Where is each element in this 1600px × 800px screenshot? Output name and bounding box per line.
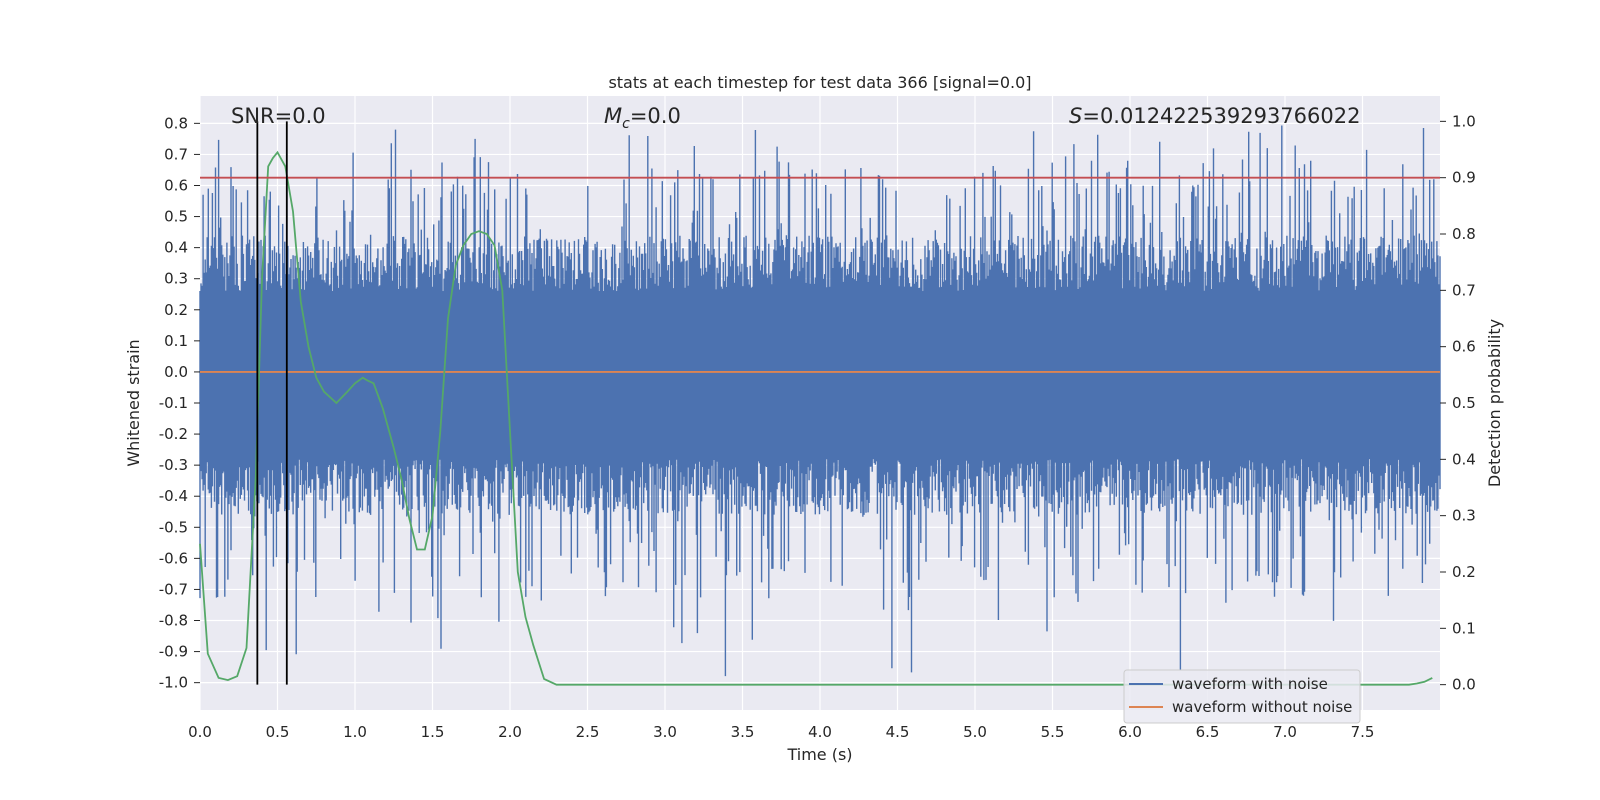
data-series xyxy=(199,125,1441,686)
x-tick-label: 4.0 xyxy=(808,723,832,741)
y-left-tick-label: -0.7 xyxy=(159,580,188,598)
y-left-tick-label: 0.4 xyxy=(164,239,188,257)
y-right-tick-label: 0.0 xyxy=(1452,676,1476,694)
y-left-tick-label: -0.5 xyxy=(159,518,188,536)
x-tick-label: 5.0 xyxy=(963,723,987,741)
y-left-tick-label: -0.2 xyxy=(159,425,188,443)
y-left-tick-label: -0.6 xyxy=(159,549,188,567)
chirp-mass-annotation: Mc=0.0 xyxy=(604,104,681,132)
y-left-tick-label: 0.6 xyxy=(164,176,188,194)
y-left-tick-label: 0.3 xyxy=(164,270,188,288)
series-waveform-with-noise xyxy=(199,125,1441,677)
series-detection-probability xyxy=(199,150,1433,686)
y-right-tick-label: 0.6 xyxy=(1452,338,1476,356)
y-left-tick-label: 0.0 xyxy=(164,363,188,381)
x-tick-label: 6.0 xyxy=(1118,723,1142,741)
legend-label-noise: waveform with noise xyxy=(1172,675,1328,693)
s-annotation: S=0.012422539293766022 xyxy=(1069,104,1360,128)
y-left-tick-label: 0.7 xyxy=(164,145,188,163)
vertical-markers xyxy=(256,121,288,685)
x-tick-label: 6.5 xyxy=(1196,723,1220,741)
y-left-tick-label: 0.5 xyxy=(164,208,188,226)
y-left-tick-label: 0.8 xyxy=(164,114,188,132)
x-tick-label: 7.5 xyxy=(1351,723,1375,741)
x-tick-label: 2.5 xyxy=(576,723,600,741)
x-tick-label: 2.0 xyxy=(498,723,522,741)
axis-ticks: 0.0 0.5 1.0 1.5 2.0 2.5 3.0 3.5 4.0 4.5 5.0 5.5 6.0 6… xyxy=(159,112,1476,741)
y-left-tick-label: 0.1 xyxy=(164,332,188,350)
y-left-tick-label: -0.4 xyxy=(159,487,188,505)
y-right-tick-label: 0.9 xyxy=(1452,169,1476,187)
y-right-tick-label: 0.1 xyxy=(1452,619,1476,637)
legend: waveform with noise waveform without noi… xyxy=(1123,669,1361,724)
chart-title: stats at each timestep for test data 366… xyxy=(608,73,1031,92)
x-axis-label: Time (s) xyxy=(786,745,852,764)
x-tick-label: 1.5 xyxy=(421,723,445,741)
x-tick-label: 0.0 xyxy=(188,723,212,741)
y-left-tick-label: -0.8 xyxy=(159,612,188,630)
y-right-tick-label: 0.4 xyxy=(1452,450,1476,468)
y-left-tick-label: 0.2 xyxy=(164,301,188,319)
y-axis-label-right: Detection probability xyxy=(1485,319,1504,487)
x-tick-label: 3.5 xyxy=(731,723,755,741)
legend-label-clean: waveform without noise xyxy=(1172,698,1352,716)
y-left-tick-label: -1.0 xyxy=(159,674,188,692)
x-tick-label: 3.0 xyxy=(653,723,677,741)
y-right-tick-label: 1.0 xyxy=(1452,112,1476,130)
snr-annotation: SNR=0.0 xyxy=(231,104,326,128)
x-tick-label: 1.0 xyxy=(343,723,367,741)
y-left-tick-label: -0.3 xyxy=(159,456,188,474)
x-tick-label: 0.5 xyxy=(266,723,290,741)
y-left-tick-label: -0.9 xyxy=(159,643,188,661)
x-tick-label: 4.5 xyxy=(886,723,910,741)
legend-box xyxy=(1123,669,1361,724)
x-tick-label: 7.0 xyxy=(1273,723,1297,741)
x-tick-label: 5.5 xyxy=(1041,723,1065,741)
y-right-tick-label: 0.7 xyxy=(1452,281,1476,299)
y-right-tick-label: 0.8 xyxy=(1452,225,1476,243)
y-right-tick-label: 0.2 xyxy=(1452,563,1476,581)
y-left-tick-label: -0.1 xyxy=(159,394,188,412)
y-axis-label-left: Whitened strain xyxy=(124,339,143,466)
y-right-tick-label: 0.3 xyxy=(1452,507,1476,525)
y-right-tick-label: 0.5 xyxy=(1452,394,1476,412)
